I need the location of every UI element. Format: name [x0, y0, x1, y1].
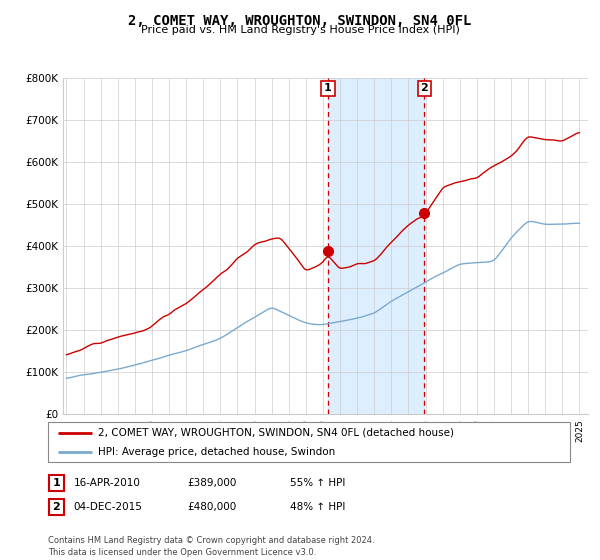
Text: £389,000: £389,000	[188, 478, 237, 488]
Text: 55% ↑ HPI: 55% ↑ HPI	[290, 478, 345, 488]
Text: 16-APR-2010: 16-APR-2010	[74, 478, 140, 488]
Text: Contains HM Land Registry data © Crown copyright and database right 2024.
This d: Contains HM Land Registry data © Crown c…	[48, 536, 374, 557]
Text: 2: 2	[53, 502, 60, 512]
Text: 2: 2	[420, 83, 428, 94]
Text: 04-DEC-2015: 04-DEC-2015	[74, 502, 143, 512]
Text: HPI: Average price, detached house, Swindon: HPI: Average price, detached house, Swin…	[98, 447, 335, 457]
Text: 1: 1	[324, 83, 332, 94]
Text: 2, COMET WAY, WROUGHTON, SWINDON, SN4 0FL (detached house): 2, COMET WAY, WROUGHTON, SWINDON, SN4 0F…	[98, 428, 454, 438]
Text: 2, COMET WAY, WROUGHTON, SWINDON, SN4 0FL: 2, COMET WAY, WROUGHTON, SWINDON, SN4 0F…	[128, 14, 472, 28]
Text: 1: 1	[53, 478, 60, 488]
Bar	[328, 78, 424, 414]
Text: 48% ↑ HPI: 48% ↑ HPI	[290, 502, 345, 512]
Text: Price paid vs. HM Land Registry's House Price Index (HPI): Price paid vs. HM Land Registry's House …	[140, 25, 460, 35]
Text: £480,000: £480,000	[188, 502, 237, 512]
